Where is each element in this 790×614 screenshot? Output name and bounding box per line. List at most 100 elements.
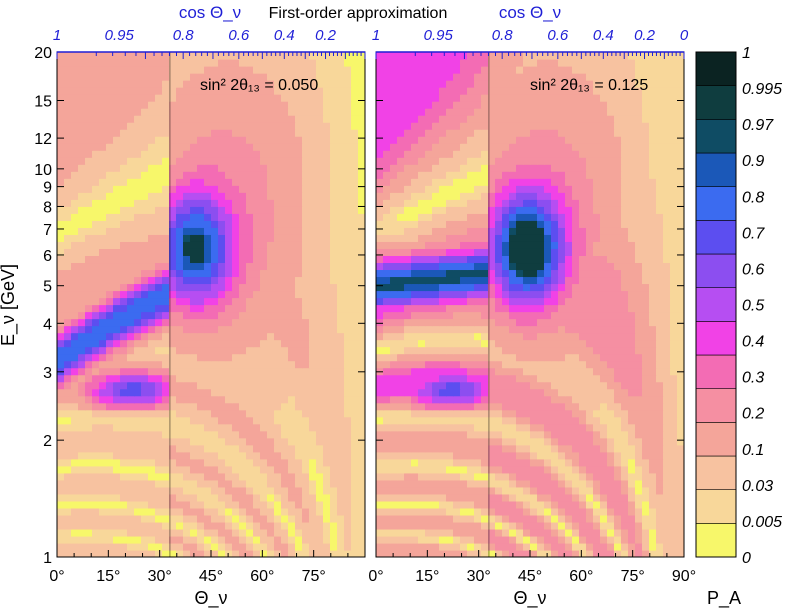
heatmap-cell bbox=[537, 458, 545, 467]
heatmap-cell bbox=[162, 535, 170, 544]
top-axis-title-left: cos Θ_ν bbox=[179, 3, 241, 22]
heatmap-cell bbox=[64, 192, 72, 200]
heatmap-cell bbox=[537, 269, 545, 278]
heatmap-cell bbox=[197, 248, 205, 256]
heatmap-cell bbox=[288, 423, 296, 432]
heatmap-cell bbox=[57, 402, 65, 411]
heatmap-cell bbox=[169, 73, 177, 81]
heatmap-cell bbox=[481, 472, 489, 481]
heatmap-cell bbox=[225, 325, 233, 334]
heatmap-cell bbox=[649, 283, 657, 292]
heatmap-cell bbox=[383, 346, 391, 355]
heatmap-cell bbox=[516, 381, 524, 390]
heatmap-cell bbox=[488, 528, 496, 537]
heatmap-cell bbox=[155, 129, 163, 137]
heatmap-cell bbox=[162, 255, 170, 264]
heatmap-cell bbox=[57, 353, 65, 362]
heatmap-cell bbox=[232, 444, 240, 453]
heatmap-cell bbox=[614, 381, 622, 390]
heatmap-cell bbox=[376, 353, 384, 362]
heatmap-cell bbox=[190, 458, 198, 467]
heatmap-cell bbox=[467, 465, 475, 474]
heatmap-cell bbox=[78, 465, 86, 474]
heatmap-cell bbox=[425, 486, 433, 495]
heatmap-cell bbox=[537, 290, 545, 299]
heatmap-cell bbox=[141, 311, 149, 320]
heatmap-cell bbox=[204, 143, 212, 151]
heatmap-cell bbox=[134, 465, 142, 474]
heatmap-cell bbox=[600, 444, 608, 453]
heatmap-cell bbox=[211, 115, 219, 123]
heatmap-cell bbox=[267, 535, 275, 544]
heatmap-cell bbox=[558, 507, 566, 516]
heatmap-cell bbox=[204, 220, 212, 228]
heatmap-cell bbox=[330, 143, 338, 151]
heatmap-cell bbox=[239, 479, 247, 488]
heatmap-cell bbox=[232, 493, 240, 502]
heatmap-cell bbox=[663, 521, 671, 530]
heatmap-cell bbox=[316, 374, 324, 383]
heatmap-cell bbox=[467, 409, 475, 418]
heatmap-cell bbox=[211, 241, 219, 249]
heatmap-cell bbox=[642, 367, 650, 376]
heatmap-cell bbox=[239, 164, 247, 172]
heatmap-cell bbox=[260, 73, 268, 81]
heatmap-cell bbox=[344, 129, 352, 137]
heatmap-cell bbox=[432, 262, 440, 271]
heatmap-cell bbox=[358, 542, 365, 551]
heatmap-cell bbox=[677, 416, 684, 425]
heatmap-cell bbox=[330, 514, 338, 523]
heatmap-cell bbox=[183, 521, 191, 530]
heatmap-cell bbox=[92, 73, 100, 81]
heatmap-cell bbox=[351, 381, 359, 390]
heatmap-cell bbox=[141, 178, 149, 186]
heatmap-cell bbox=[397, 325, 405, 334]
heatmap-cell bbox=[309, 444, 317, 453]
heatmap-cell bbox=[509, 332, 517, 341]
heatmap-cell bbox=[376, 507, 384, 516]
heatmap-cell bbox=[418, 269, 426, 278]
heatmap-cell bbox=[218, 479, 226, 488]
heatmap-cell bbox=[621, 374, 629, 383]
heatmap-cell bbox=[544, 535, 552, 544]
heatmap-cell bbox=[246, 367, 254, 376]
heatmap-cell bbox=[134, 353, 142, 362]
heatmap-cell bbox=[330, 234, 338, 242]
heatmap-cell bbox=[572, 458, 580, 467]
heatmap-cell bbox=[274, 416, 282, 425]
heatmap-cell bbox=[516, 402, 524, 411]
heatmap-cell bbox=[218, 143, 226, 151]
heatmap-cell bbox=[106, 332, 114, 341]
heatmap-cell bbox=[537, 472, 545, 481]
heatmap-cell bbox=[204, 521, 212, 530]
heatmap-cell bbox=[309, 129, 317, 137]
heatmap-cell bbox=[85, 381, 93, 390]
heatmap-cell bbox=[57, 542, 65, 551]
heatmap-cell bbox=[481, 318, 489, 327]
heatmap-cell bbox=[246, 143, 254, 151]
heatmap-cell bbox=[351, 122, 359, 130]
heatmap-cell bbox=[642, 535, 650, 544]
heatmap-cell bbox=[162, 87, 170, 95]
heatmap-cell bbox=[141, 164, 149, 172]
heatmap-cell bbox=[418, 395, 426, 404]
heatmap-cell bbox=[162, 164, 170, 172]
heatmap-cell bbox=[246, 248, 254, 256]
heatmap-cell bbox=[516, 486, 524, 495]
heatmap-cell bbox=[239, 437, 247, 446]
heatmap-cell bbox=[677, 535, 684, 544]
heatmap-cell bbox=[544, 346, 552, 355]
heatmap-cell bbox=[148, 115, 156, 123]
heatmap-cell bbox=[446, 549, 454, 557]
heatmap-cell bbox=[376, 430, 384, 439]
heatmap-cell bbox=[176, 290, 184, 299]
heatmap-cell bbox=[85, 143, 93, 151]
heatmap-cell bbox=[404, 507, 412, 516]
heatmap-cell bbox=[155, 493, 163, 502]
heatmap-cell bbox=[663, 535, 671, 544]
heatmap-cell bbox=[106, 500, 114, 509]
heatmap-cell bbox=[71, 143, 79, 151]
heatmap-cell bbox=[225, 234, 233, 242]
heatmap-cell bbox=[425, 465, 433, 474]
heatmap-cell bbox=[281, 430, 289, 439]
